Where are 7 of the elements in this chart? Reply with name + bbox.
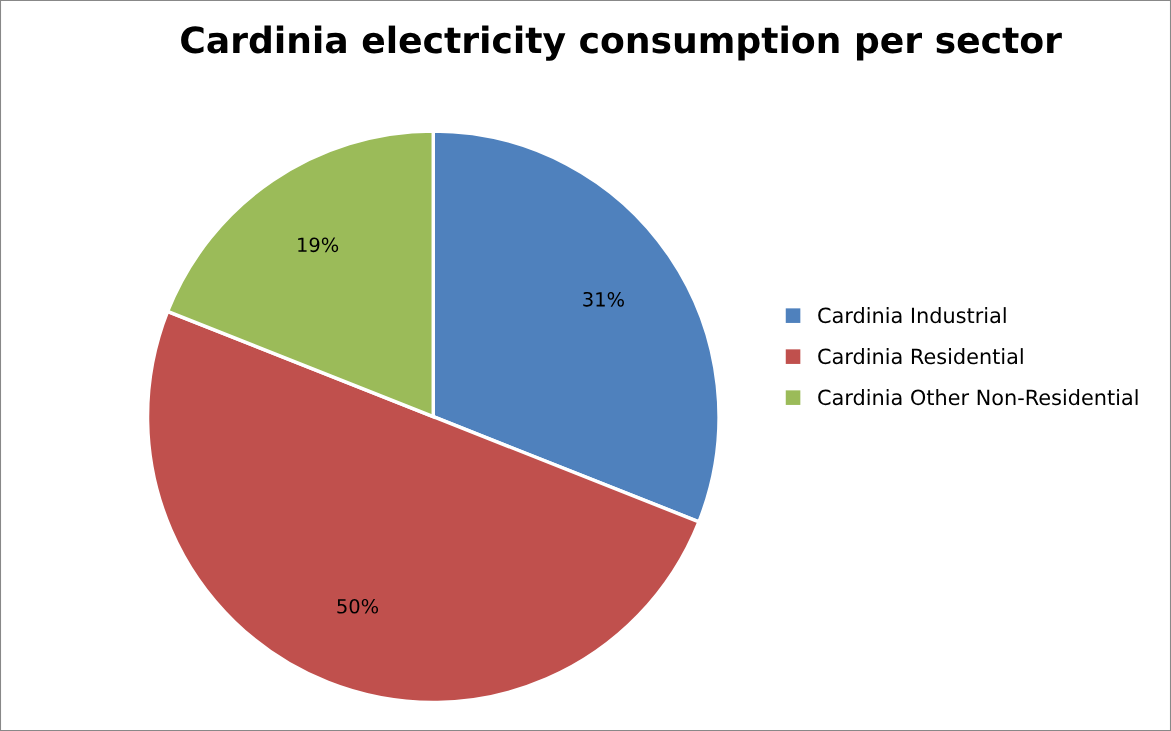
data-label: 19%	[298, 237, 339, 253]
legend-label: Cardinia Other Non-Residential	[818, 389, 1138, 406]
legend-label: Cardinia Industrial	[818, 307, 1006, 324]
chart-title: Cardinia electricity consumption per sector	[181, 25, 1062, 61]
legend-label: Cardinia Residential	[818, 348, 1023, 365]
data-label: 50%	[337, 598, 379, 614]
data-label: 31%	[583, 291, 624, 307]
